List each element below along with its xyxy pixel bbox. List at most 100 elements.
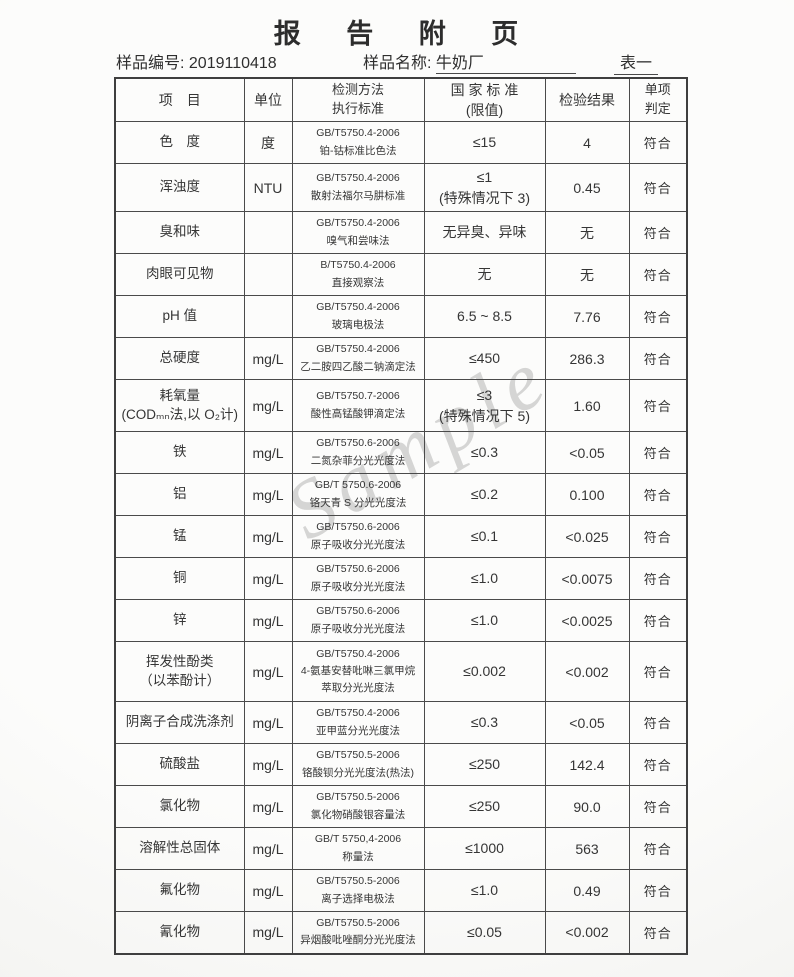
- result-cell: 7.76: [544, 295, 630, 338]
- unit-cell: mg/L: [243, 641, 293, 702]
- table-row: 铁 mg/L GB/T5750.6-2006 二氮杂菲分光光度法 ≤0.3 <0…: [114, 431, 688, 474]
- result-cell: 286.3: [544, 337, 630, 380]
- method-cell: B/T5750.4-2006 直接观察法: [291, 253, 425, 296]
- unit-cell: mg/L: [243, 473, 293, 516]
- item-cell: 铁: [114, 431, 245, 474]
- unit-cell: mg/L: [243, 869, 293, 912]
- limit-cell: ≤250: [423, 785, 546, 828]
- sample-name-label: 样品名称:: [363, 55, 432, 72]
- unit-cell: mg/L: [243, 337, 293, 380]
- limit-cell: ≤450: [423, 337, 546, 380]
- result-cell: <0.05: [544, 431, 630, 474]
- item-cell: pH 值: [114, 295, 245, 338]
- judgment-cell: 符合: [628, 701, 688, 744]
- sample-name-value: 牛奶厂: [435, 49, 576, 74]
- result-cell: 0.49: [544, 869, 630, 912]
- method-cell: GB/T5750.5-2006 氯化物硝酸银容量法: [291, 785, 425, 828]
- item-cell: 铝: [114, 473, 245, 516]
- method-cell: GB/T5750.6-2006 原子吸收分光光度法: [291, 515, 425, 558]
- item-cell: 浑浊度: [114, 163, 245, 212]
- unit-cell: mg/L: [243, 379, 293, 432]
- judgment-cell: 符合: [628, 911, 688, 954]
- item-cell: 阴离子合成洗涤剂: [114, 701, 245, 744]
- judgment-cell: 符合: [628, 473, 688, 516]
- method-cell: GB/T5750.4-2006 亚甲蓝分光光度法: [291, 701, 425, 744]
- item-cell: 总硬度: [114, 337, 245, 380]
- item-cell: 溶解性总固体: [114, 827, 245, 870]
- limit-cell: ≤0.1: [423, 515, 546, 558]
- table-row: 总硬度 mg/L GB/T5750.4-2006 乙二胺四乙酸二钠滴定法 ≤45…: [114, 337, 688, 380]
- judgment-cell: 符合: [628, 869, 688, 912]
- limit-cell: ≤250: [423, 743, 546, 786]
- unit-cell: mg/L: [243, 431, 293, 474]
- method-cell: GB/T5750.5-2006 铬酸钡分光光度法(热法): [291, 743, 425, 786]
- table-row: 溶解性总固体 mg/L GB/T 5750,4-2006 称量法 ≤1000 5…: [114, 827, 688, 870]
- method-cell: GB/T5750.6-2006 原子吸收分光光度法: [291, 599, 425, 642]
- item-cell: 挥发性酚类 （以苯酚计）: [114, 641, 245, 702]
- result-cell: 142.4: [544, 743, 630, 786]
- item-cell: 硫酸盐: [114, 743, 245, 786]
- method-cell: GB/T5750.4-2006 玻璃电极法: [291, 295, 425, 338]
- result-cell: <0.002: [544, 911, 630, 954]
- header-method: 检测方法 执行标准: [291, 77, 425, 122]
- judgment-cell: 符合: [628, 211, 688, 254]
- table-row: 氰化物 mg/L GB/T5750.5-2006 异烟酸吡唑酮分光光度法 ≤0.…: [114, 911, 688, 954]
- method-cell: GB/T 5750,4-2006 称量法: [291, 827, 425, 870]
- result-cell: 1.60: [544, 379, 630, 432]
- table-number-label: 表一: [614, 49, 659, 75]
- unit-cell: mg/L: [243, 911, 293, 954]
- judgment-cell: 符合: [628, 515, 688, 558]
- unit-cell: mg/L: [243, 743, 293, 786]
- method-cell: GB/T5750.4-2006 4-氨基安替吡啉三氯甲烷 萃取分光光度法: [291, 641, 425, 702]
- judgment-cell: 符合: [628, 163, 688, 212]
- item-cell: 锰: [114, 515, 245, 558]
- judgment-cell: 符合: [628, 121, 688, 164]
- result-cell: <0.0075: [544, 557, 630, 600]
- limit-cell: ≤0.3: [423, 431, 546, 474]
- judgment-cell: 符合: [628, 785, 688, 828]
- sample-number: 样品编号: 2019110418: [116, 49, 277, 73]
- judgment-cell: 符合: [628, 641, 688, 702]
- method-cell: GB/T 5750.6-2006 铬天青 S 分光光度法: [291, 473, 425, 516]
- table-header-row: 项 目 单位 检测方法 执行标准 国 家 标 准 (限值) 检验结果 单项 判定: [114, 77, 688, 122]
- method-cell: GB/T5750.4-2006 铂-钴标准比色法: [291, 121, 425, 164]
- result-cell: <0.0025: [544, 599, 630, 642]
- unit-cell: mg/L: [243, 827, 293, 870]
- limit-cell: ≤0.002: [423, 641, 546, 702]
- unit-cell: mg/L: [243, 701, 293, 744]
- table-row: pH 值 GB/T5750.4-2006 玻璃电极法 6.5 ~ 8.5 7.7…: [114, 295, 688, 338]
- unit-cell: mg/L: [243, 515, 293, 558]
- method-cell: GB/T5750.5-2006 离子选择电极法: [291, 869, 425, 912]
- table-row: 耗氧量 (CODₘₙ法,以 O₂计) mg/L GB/T5750.7-2006 …: [114, 379, 688, 432]
- limit-cell: 无异臭、异味: [423, 211, 546, 254]
- table-row: 铝 mg/L GB/T 5750.6-2006 铬天青 S 分光光度法 ≤0.2…: [114, 473, 688, 516]
- item-cell: 氰化物: [114, 911, 245, 954]
- test-results-table: 项 目 单位 检测方法 执行标准 国 家 标 准 (限值) 检验结果 单项 判定…: [114, 77, 688, 955]
- limit-cell: ≤1 (特殊情况下 3): [423, 163, 546, 212]
- table-row: 浑浊度 NTU GB/T5750.4-2006 散射法福尔马肼标准 ≤1 (特殊…: [114, 163, 688, 212]
- method-cell: GB/T5750.4-2006 嗅气和尝味法: [291, 211, 425, 254]
- table-row: 色 度 度 GB/T5750.4-2006 铂-钴标准比色法 ≤15 4 符合: [114, 121, 688, 164]
- item-cell: 臭和味: [114, 211, 245, 254]
- header-item: 项 目: [114, 77, 245, 122]
- table-row: 铜 mg/L GB/T5750.6-2006 原子吸收分光光度法 ≤1.0 <0…: [114, 557, 688, 600]
- item-cell: 色 度: [114, 121, 245, 164]
- table-row: 氯化物 mg/L GB/T5750.5-2006 氯化物硝酸银容量法 ≤250 …: [114, 785, 688, 828]
- table-row: 锌 mg/L GB/T5750.6-2006 原子吸收分光光度法 ≤1.0 <0…: [114, 599, 688, 642]
- sample-name: 样品名称: 牛奶厂: [363, 49, 576, 74]
- method-cell: GB/T5750.6-2006 二氮杂菲分光光度法: [291, 431, 425, 474]
- header-limit: 国 家 标 准 (限值): [423, 77, 546, 122]
- method-cell: GB/T5750.7-2006 酸性高锰酸钾滴定法: [291, 379, 425, 432]
- item-cell: 耗氧量 (CODₘₙ法,以 O₂计): [114, 379, 245, 432]
- limit-cell: ≤3 (特殊情况下 5): [423, 379, 546, 432]
- result-cell: 90.0: [544, 785, 630, 828]
- limit-cell: ≤1.0: [423, 869, 546, 912]
- item-cell: 氟化物: [114, 869, 245, 912]
- table-row: 氟化物 mg/L GB/T5750.5-2006 离子选择电极法 ≤1.0 0.…: [114, 869, 688, 912]
- judgment-cell: 符合: [628, 337, 688, 380]
- judgment-cell: 符合: [628, 431, 688, 474]
- sample-number-value: 2019110418: [188, 55, 277, 72]
- item-cell: 锌: [114, 599, 245, 642]
- page-title: 报 告 附 页: [273, 19, 521, 49]
